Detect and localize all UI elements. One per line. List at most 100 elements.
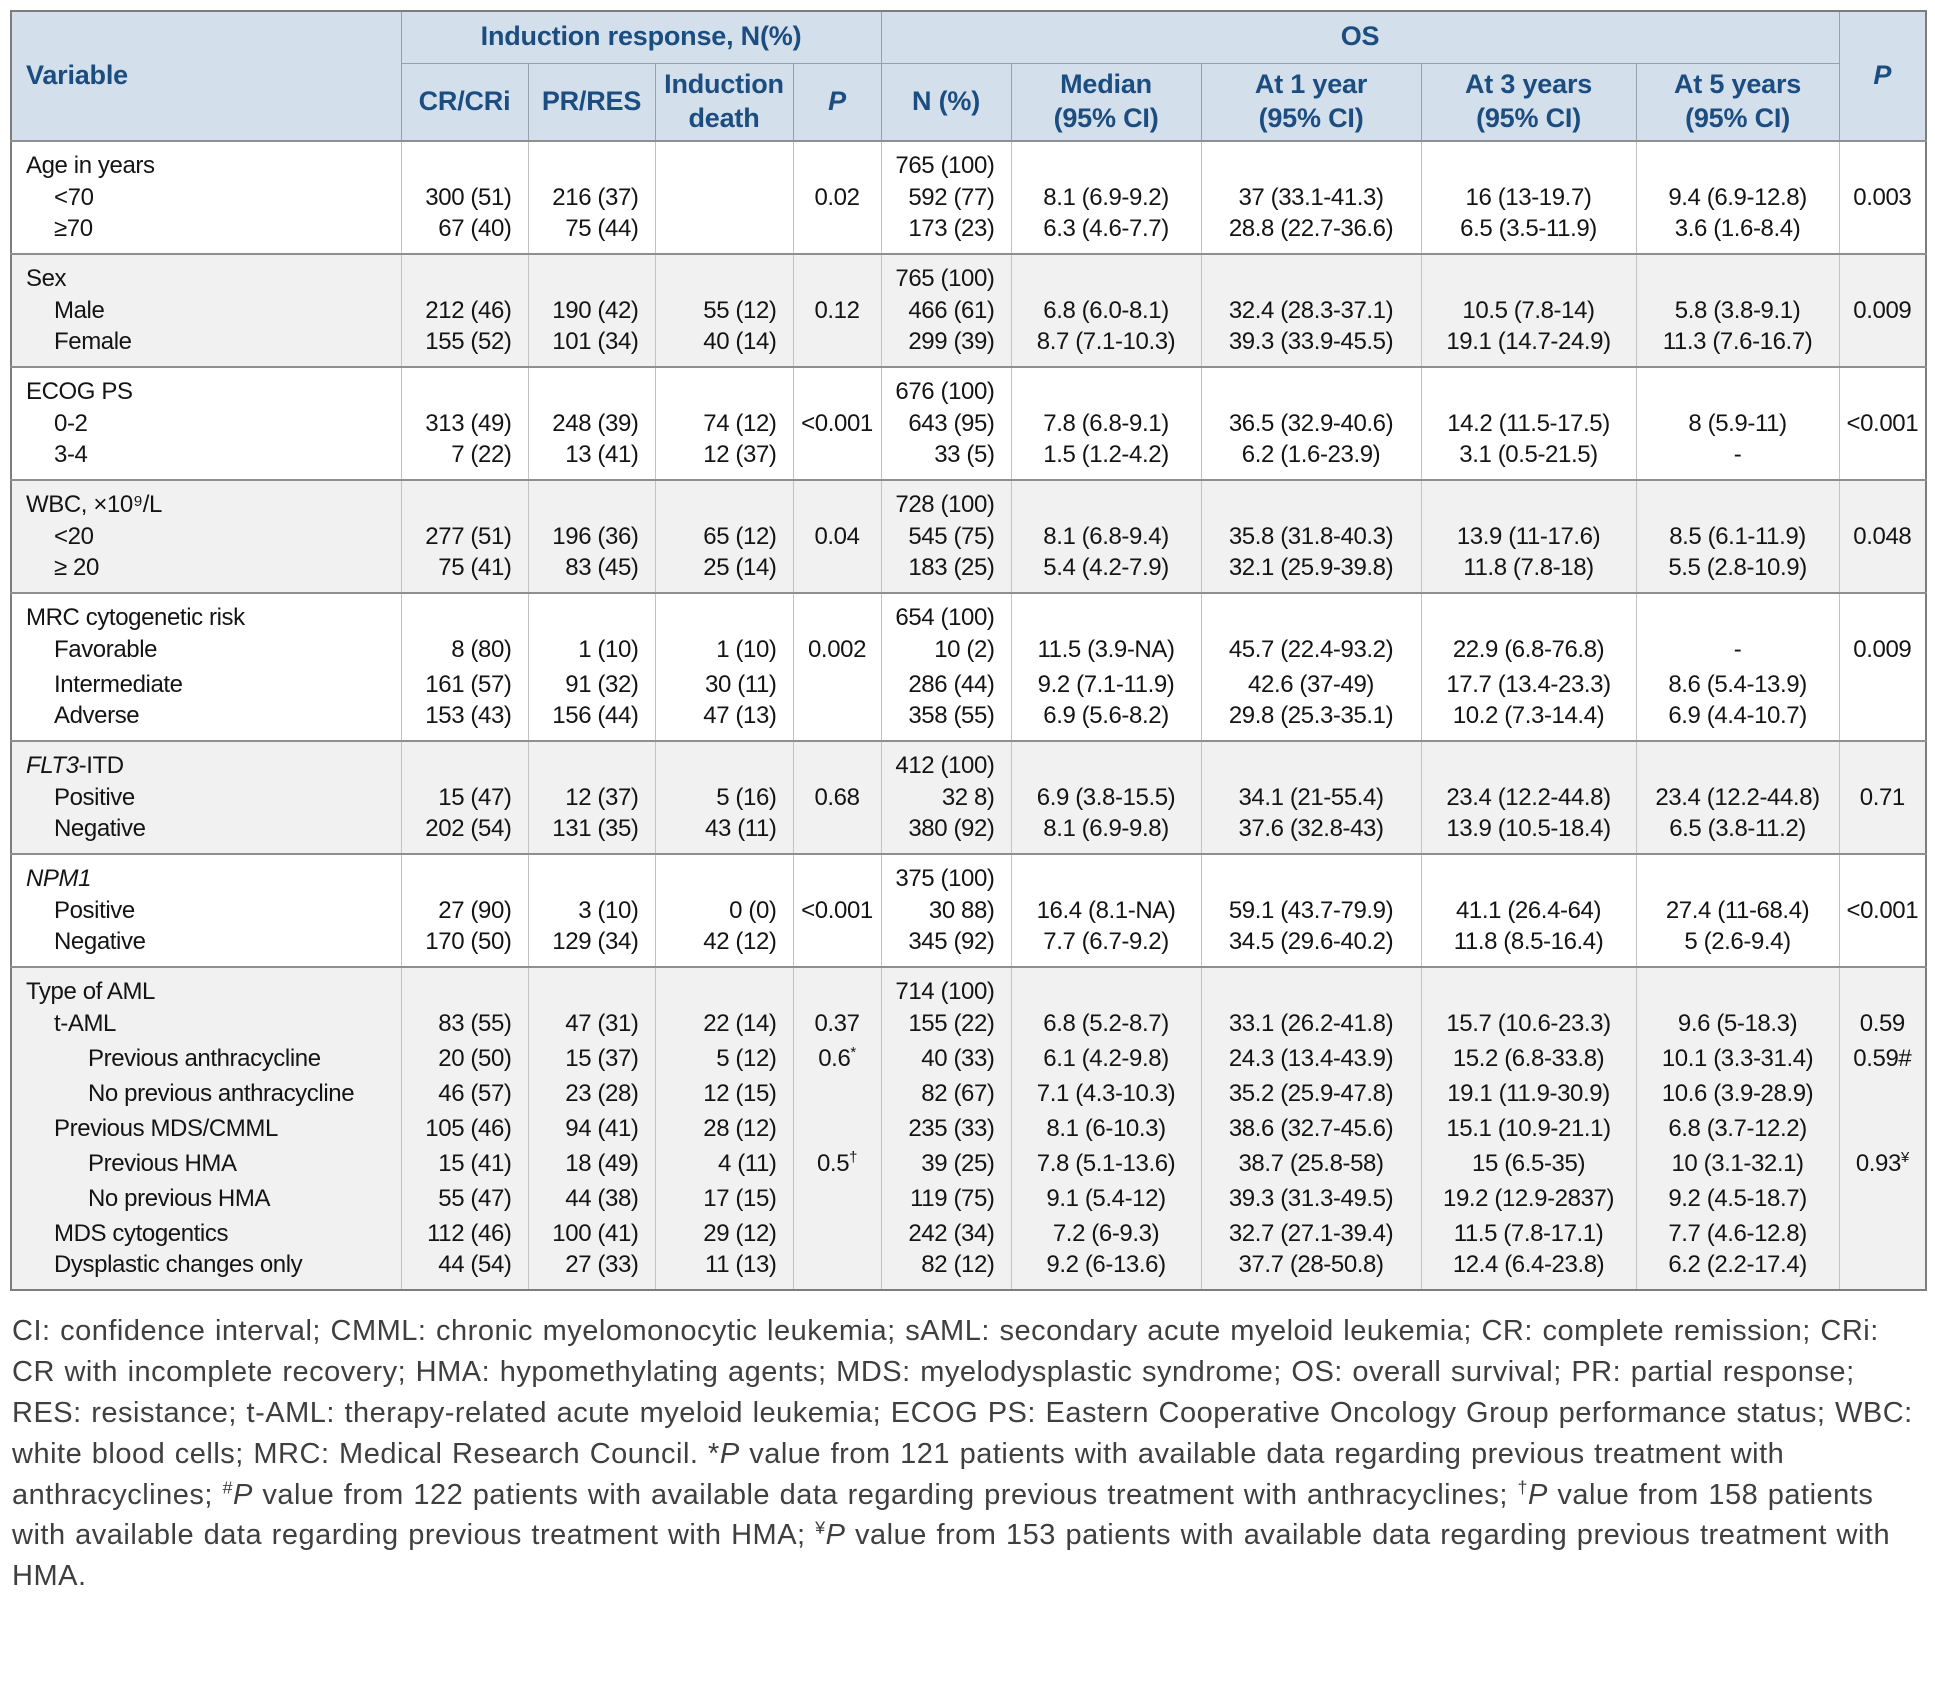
table-cell: 28 (12) — [654, 1111, 793, 1146]
row-label: Sex — [11, 253, 401, 293]
table-cell: 83 (55) — [400, 1006, 528, 1041]
table-cell: 32.1 (25.9-39.8) — [1200, 554, 1422, 593]
table-cell: 6.2 (1.6-23.9) — [1200, 441, 1422, 480]
table-cell: 39.3 (31.3-49.5) — [1200, 1181, 1422, 1216]
table-cell — [792, 1251, 882, 1290]
table-cell: 8.1 (6.9-9.2) — [1010, 180, 1202, 215]
table-cell — [654, 479, 793, 519]
row-label: Adverse — [54, 702, 140, 729]
table-cell — [1420, 366, 1637, 406]
table-cell — [1635, 592, 1840, 632]
table-cell — [1200, 140, 1422, 180]
table-cell: 30 (11) — [654, 667, 793, 702]
table-cell: 6.1 (4.2-9.8) — [1010, 1041, 1202, 1076]
table-cell — [792, 554, 882, 593]
table-cell: 173 (23) — [880, 215, 1012, 254]
table-cell: 8.6 (5.4-13.9) — [1635, 667, 1840, 702]
row-label: <20 — [11, 519, 401, 554]
table-cell: 44 (54) — [400, 1251, 528, 1290]
table-cell: 8.7 (7.1-10.3) — [1010, 328, 1202, 367]
table-cell: 10.6 (3.9-28.9) — [1635, 1076, 1840, 1111]
table-cell — [792, 441, 882, 480]
table-cell: 34.1 (21-55.4) — [1200, 780, 1422, 815]
table-cell: 156 (44) — [527, 702, 655, 741]
table-row: Previous MDS/CMML 105 (46) 94 (41) 28 (12) 2… — [11, 1111, 1927, 1146]
table-cell — [792, 702, 882, 741]
table-cell: 3.6 (1.6-8.4) — [1635, 215, 1840, 254]
table-row: WBC, ×10⁹/L 728 (100) — [11, 479, 1927, 519]
table-cell — [1635, 366, 1840, 406]
table-row: Female 155 (52) 101 (34) 40 (14) 299 (39) 8.7… — [11, 328, 1927, 367]
table-cell: <0.001 — [792, 406, 882, 441]
table-cell: 105 (46) — [400, 1111, 528, 1146]
table-cell: 5.5 (2.8-10.9) — [1635, 554, 1840, 593]
table-cell: 22.9 (6.8-76.8) — [1420, 632, 1637, 667]
table-cell: 91 (32) — [527, 667, 655, 702]
table-cell — [400, 740, 528, 780]
table-row: ECOG PS 676 (100) — [11, 366, 1927, 406]
table-cell: 0.048 — [1838, 519, 1927, 554]
table-cell: 23.4 (12.2-44.8) — [1420, 780, 1637, 815]
table-cell: 7.7 (4.6-12.8) — [1635, 1216, 1840, 1251]
row-label: Age in years — [11, 140, 401, 180]
table-cell — [1010, 479, 1202, 519]
table-cell: 212 (46) — [400, 293, 528, 328]
table-header: Variable Induction response, N(%) OS P C… — [10, 10, 1927, 142]
table-cell: 32.7 (27.1-39.4) — [1200, 1216, 1422, 1251]
table-cell: 0.003 — [1838, 180, 1927, 215]
footnote-segment: P — [825, 1519, 846, 1552]
table-cell: 38.7 (25.8-58) — [1200, 1146, 1422, 1181]
col-header-variable: Variable — [10, 10, 402, 142]
table-row: FLT3-ITD 412 (100) — [11, 740, 1927, 780]
table-cell — [1838, 328, 1927, 367]
table-cell: 65 (12) — [654, 519, 793, 554]
table-cell: 592 (77) — [880, 180, 1012, 215]
table-cell: 11.8 (8.5-16.4) — [1420, 928, 1637, 967]
table-cell — [1635, 479, 1840, 519]
col-header-median: Median (95% CI) — [1010, 62, 1202, 142]
table-cell: 94 (41) — [527, 1111, 655, 1146]
table-cell: 9.2 (6-13.6) — [1010, 1251, 1202, 1290]
table-cell: 10.5 (7.8-14) — [1420, 293, 1637, 328]
table-cell — [1838, 928, 1927, 967]
table-cell — [527, 966, 655, 1006]
table-cell — [1200, 253, 1422, 293]
table-cell — [1838, 1076, 1927, 1111]
table-cell — [1010, 966, 1202, 1006]
table-cell: 0.59 — [1838, 1006, 1927, 1041]
col-header-at-5-years: At 5 years (95% CI) — [1635, 62, 1840, 142]
table-cell: 0.37 — [792, 1006, 882, 1041]
table-cell: 5 (16) — [654, 780, 793, 815]
col-group-induction-response: Induction response, N(%) — [400, 10, 882, 64]
table-cell: 15.2 (6.8-33.8) — [1420, 1041, 1637, 1076]
table-cell — [792, 479, 882, 519]
section-sex: Sex 765 (100) Male 212 (46) 190 (42) 55 (12) 0… — [11, 253, 1927, 367]
footnote-segment: value from 153 patients with available d… — [12, 1519, 1891, 1593]
col-group-os: OS — [880, 10, 1840, 64]
table-cell: 35.2 (25.9-47.8) — [1200, 1076, 1422, 1111]
table-cell: 33 (5) — [880, 441, 1012, 480]
table-cell: 32.4 (28.3-37.1) — [1200, 293, 1422, 328]
table-cell: 83 (45) — [527, 554, 655, 593]
table-cell: 196 (36) — [527, 519, 655, 554]
section-wbc: WBC, ×10⁹/L 728 (100) <20 277 (51) 196 (36) 6… — [11, 479, 1927, 593]
table-cell: 25 (14) — [654, 554, 793, 593]
col-header-n-pct: N (%) — [880, 62, 1012, 142]
table-cell: 15 (6.5-35) — [1420, 1146, 1637, 1181]
table-cell — [792, 328, 882, 367]
table-cell — [1838, 853, 1927, 893]
table-cell — [1838, 479, 1927, 519]
table-row: Male 212 (46) 190 (42) 55 (12) 0.12 466 (61) 6… — [11, 293, 1927, 328]
table-cell — [654, 253, 793, 293]
col-header-pr-res: PR/RES — [527, 62, 656, 142]
table-row: NPM1 375 (100) — [11, 853, 1927, 893]
table-cell — [1838, 1251, 1927, 1290]
row-label: 3-4 — [54, 441, 88, 468]
table-cell — [792, 253, 882, 293]
table-cell — [1420, 966, 1637, 1006]
table-cell — [1420, 592, 1637, 632]
table-cell — [400, 253, 528, 293]
row-label: No previous anthracycline — [11, 1076, 401, 1111]
table-cell: 11 (13) — [654, 1251, 793, 1290]
table-cell: 6.2 (2.2-17.4) — [1635, 1251, 1840, 1290]
